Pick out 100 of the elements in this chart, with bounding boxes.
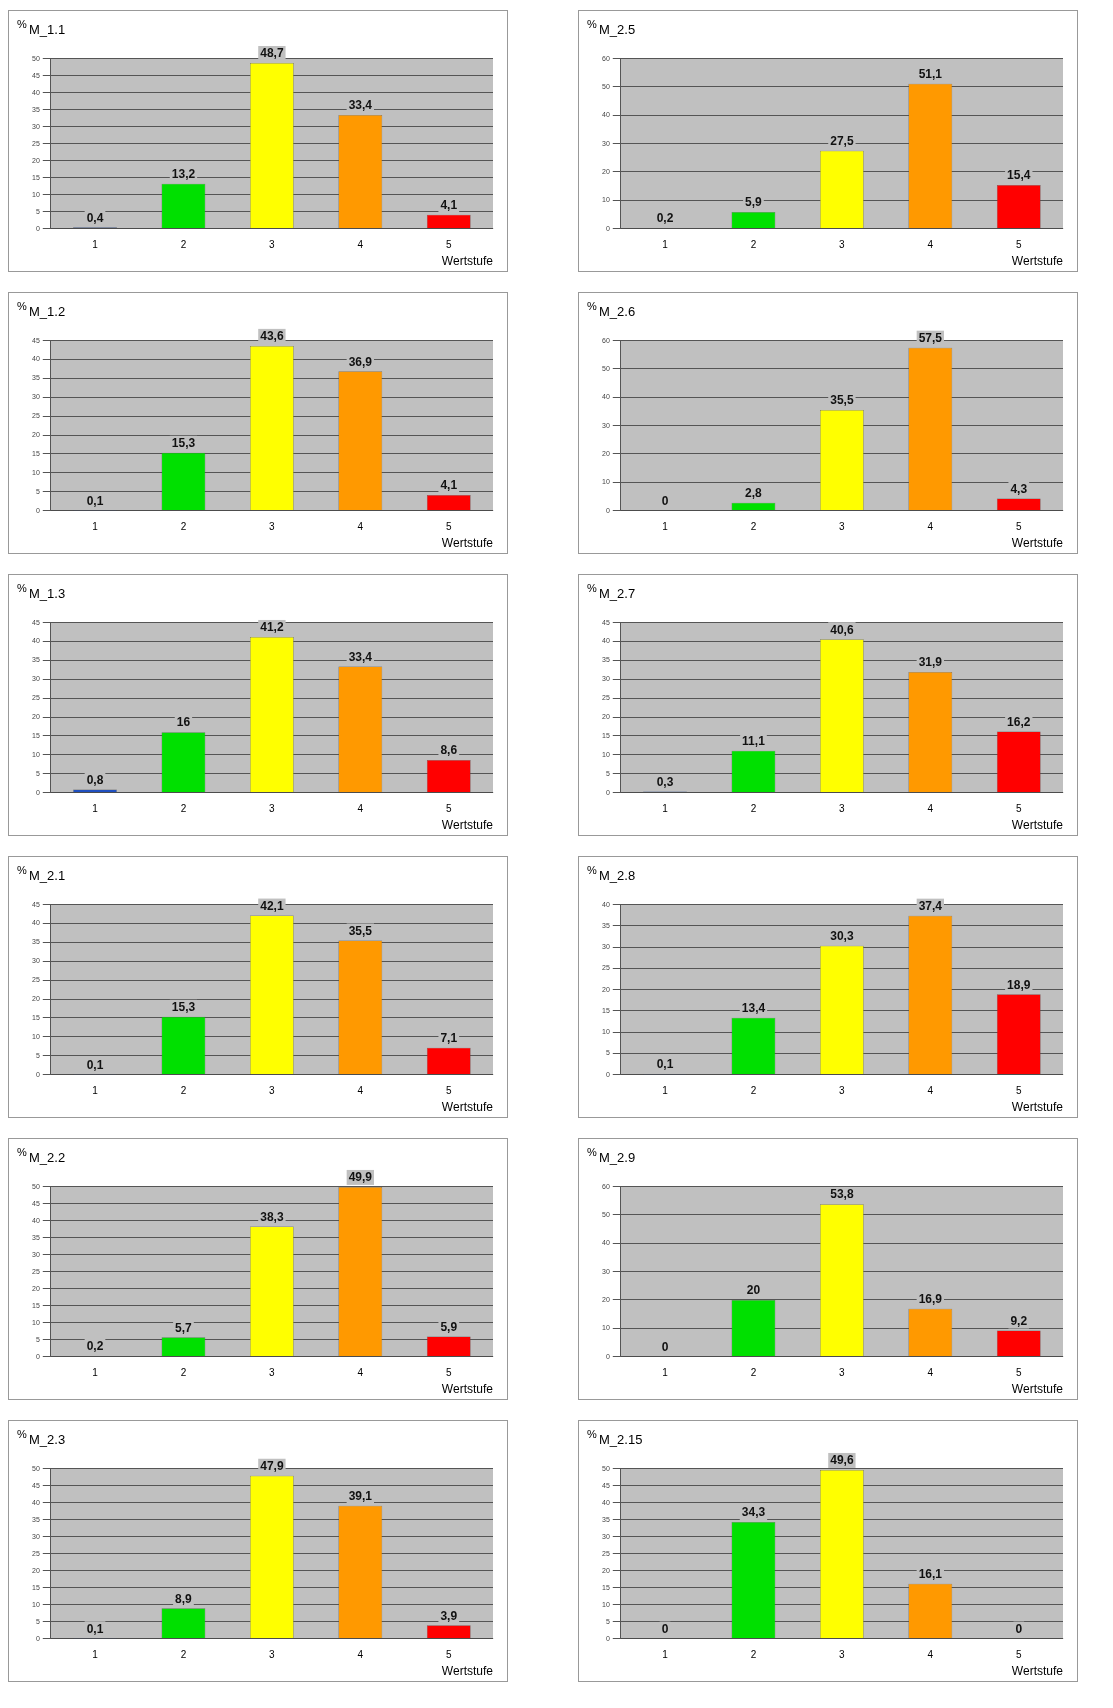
data-label: 39,1 [348, 1488, 373, 1503]
data-label: 15,3 [171, 436, 196, 451]
x-tick-label: 5 [1016, 1367, 1022, 1379]
x-tick-label: 2 [750, 521, 757, 533]
data-label: 11,1 [742, 733, 766, 748]
x-tick-label: 3 [269, 1085, 276, 1097]
x-axis-title: Wertstufe [1011, 818, 1064, 833]
data-label: 18,9 [1007, 977, 1031, 992]
x-tick-label: 4 [927, 239, 934, 251]
chart-title: M_1.2 [29, 304, 66, 320]
y-axis-title: % [17, 17, 27, 30]
x-tick-label: 2 [750, 1367, 757, 1379]
x-tick-label: 4 [357, 521, 364, 533]
data-label: 5,7 [175, 1320, 193, 1335]
x-tick-label: 3 [269, 239, 276, 251]
y-axis-title: % [587, 299, 597, 312]
y-axis-title: % [17, 581, 27, 594]
y-axis-title: % [587, 581, 597, 594]
x-axis-title: Wertstufe [441, 254, 494, 269]
y-axis-title: % [587, 1145, 597, 1158]
data-label: 0,1 [86, 493, 104, 508]
x-axis-title: Wertstufe [441, 818, 494, 833]
x-axis-title: Wertstufe [1011, 1382, 1064, 1397]
x-tick-label: 4 [927, 521, 934, 533]
x-tick-label: 4 [927, 1085, 934, 1097]
x-tick-label: 4 [357, 803, 364, 815]
data-label: 13,4 [741, 1000, 766, 1015]
x-tick-label: 5 [446, 1649, 452, 1661]
x-tick-label: 2 [750, 803, 757, 815]
data-label: 8,9 [175, 1591, 193, 1606]
x-tick-label: 1 [92, 803, 99, 815]
data-label: 16,9 [918, 1292, 943, 1307]
chart-title: M_1.1 [29, 22, 66, 38]
data-label: 0 [661, 1339, 669, 1354]
data-label: 4,3 [1010, 481, 1028, 496]
x-tick-label: 3 [269, 1367, 276, 1379]
x-tick-label: 5 [446, 239, 452, 251]
chart-title: M_2.7 [599, 586, 636, 602]
x-tick-label: 4 [927, 803, 934, 815]
data-label: 0 [661, 493, 669, 508]
data-label: 27,5 [830, 134, 854, 148]
data-label: 42,1 [260, 898, 284, 913]
data-label: 51,1 [918, 67, 943, 82]
y-axis-title: % [587, 863, 597, 876]
data-label: 43,6 [260, 329, 284, 344]
data-label: 49,6 [830, 1453, 854, 1468]
x-tick-label: 5 [1016, 1085, 1022, 1097]
x-tick-label: 3 [839, 1367, 846, 1379]
data-label: 0,8 [86, 772, 104, 787]
data-label: 40,6 [830, 622, 854, 637]
chart-title: M_1.3 [29, 586, 66, 602]
x-tick-label: 2 [180, 1367, 187, 1379]
x-tick-label: 4 [927, 1649, 934, 1661]
chart-title: M_2.3 [29, 1432, 66, 1448]
chart-title: M_2.9 [599, 1150, 636, 1166]
data-label: 9,2 [1010, 1313, 1028, 1328]
data-label: 16 [176, 715, 191, 730]
data-label: 8,6 [440, 743, 458, 758]
data-label: 0,2 [656, 211, 674, 226]
data-label: 5,9 [745, 195, 763, 210]
chart-title: M_2.6 [599, 304, 636, 320]
x-tick-label: 1 [662, 803, 669, 815]
x-axis-title: Wertstufe [1011, 1100, 1064, 1115]
x-tick-label: 3 [839, 239, 846, 251]
x-tick-label: 1 [92, 1085, 99, 1097]
x-axis-title: Wertstufe [1011, 254, 1064, 269]
x-tick-label: 3 [269, 803, 276, 815]
x-tick-label: 5 [446, 521, 452, 533]
chart-title: M_2.5 [599, 22, 636, 38]
data-label: 33,4 [348, 98, 373, 113]
data-label: 4,1 [440, 478, 458, 493]
data-label: 37,4 [918, 898, 943, 913]
y-axis-title: % [17, 863, 27, 876]
x-tick-label: 4 [357, 1649, 364, 1661]
x-tick-label: 3 [839, 1085, 846, 1097]
x-tick-label: 5 [1016, 803, 1022, 815]
x-tick-label: 1 [662, 1367, 669, 1379]
x-axis-title: Wertstufe [1011, 536, 1064, 551]
x-tick-label: 3 [839, 1649, 846, 1661]
x-tick-label: 2 [180, 803, 187, 815]
x-axis-title: Wertstufe [441, 1100, 494, 1115]
x-axis-title: Wertstufe [441, 536, 494, 551]
x-axis-title: Wertstufe [1011, 1664, 1064, 1679]
data-label: 41,2 [260, 620, 284, 635]
data-label: 0,4 [86, 210, 104, 225]
data-label: 47,9 [260, 1459, 284, 1474]
x-tick-label: 2 [180, 239, 187, 251]
x-tick-label: 3 [839, 521, 846, 533]
chart-title: M_2.8 [599, 868, 636, 884]
data-label: 15,3 [171, 1000, 196, 1015]
x-tick-label: 5 [1016, 521, 1022, 533]
x-tick-label: 4 [357, 239, 364, 251]
x-tick-label: 2 [180, 1649, 187, 1661]
data-label: 36,9 [348, 354, 373, 369]
data-label: 16,2 [1007, 714, 1031, 729]
data-label: 35,5 [830, 393, 854, 408]
x-tick-label: 1 [662, 1085, 669, 1097]
data-label: 30,3 [830, 929, 854, 944]
x-tick-label: 1 [92, 1649, 99, 1661]
data-label: 49,9 [348, 1170, 373, 1185]
